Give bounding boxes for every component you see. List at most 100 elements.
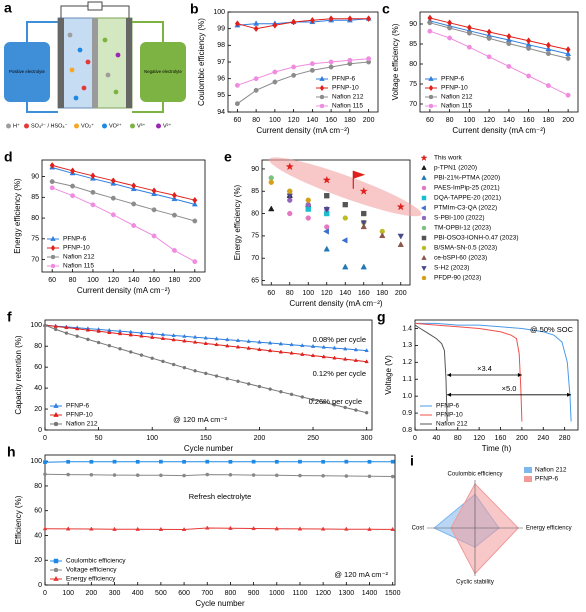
- data-marker: [526, 73, 532, 79]
- data-marker: [526, 45, 532, 51]
- data-marker: [347, 57, 353, 63]
- legend-marker: [53, 402, 59, 408]
- annotation: @ 50% SOC: [530, 325, 574, 334]
- data-marker: [214, 336, 219, 341]
- data-marker: [204, 525, 210, 530]
- legend-label: Nafion 212: [332, 94, 364, 101]
- data-marker: [354, 408, 358, 412]
- legend-label: Energy efficiency: [66, 576, 116, 583]
- data-marker: [364, 359, 369, 364]
- x-tick-label: 80: [286, 290, 294, 297]
- data-marker: [332, 403, 337, 407]
- axis-label: Cost: [412, 526, 425, 532]
- species-dot: [130, 123, 135, 129]
- x-tick-label: 160: [325, 117, 337, 124]
- data-marker: [234, 20, 240, 28]
- axis-label: Energy efficiency: [526, 526, 572, 532]
- legend-label: Nafion 212: [63, 254, 95, 261]
- plot-frame: [44, 319, 373, 431]
- data-marker: [135, 473, 140, 478]
- panel-label: f: [7, 309, 12, 325]
- data-marker: [49, 179, 55, 185]
- species-label: V²⁺: [163, 122, 172, 129]
- legend-label: Voltage efficiency: [66, 567, 117, 574]
- y-tick-label: 0.9: [402, 410, 412, 417]
- data-marker: [90, 189, 96, 195]
- legend-label: B/SMA-SN-0.5 (2023): [434, 245, 497, 252]
- data-marker: [322, 400, 326, 404]
- data-marker: [182, 365, 187, 370]
- legend-label: PFNP-6: [535, 476, 559, 483]
- x-tick-label: 600: [178, 590, 190, 597]
- data-marker: [171, 337, 176, 342]
- legend-swatch: [524, 467, 532, 473]
- data-marker: [203, 340, 208, 345]
- data-marker: [343, 356, 348, 361]
- x-tick-label: 80: [252, 117, 260, 124]
- x-tick-label: 280: [559, 435, 571, 442]
- y-axis-label: Voltage (V): [384, 355, 393, 395]
- plot-frame: [41, 159, 206, 273]
- legend-marker: [50, 244, 56, 252]
- x-tick-label: 100: [62, 590, 74, 597]
- data-marker: [131, 182, 137, 190]
- data-marker: [110, 177, 116, 185]
- series-line: [414, 322, 523, 422]
- data-marker: [64, 325, 69, 330]
- data-marker: [49, 185, 55, 191]
- x-tick-label: 140: [307, 117, 319, 124]
- scatter-point: [396, 202, 405, 211]
- data-marker: [246, 382, 251, 386]
- data-marker: [151, 207, 157, 213]
- y-tick-label: 96: [217, 76, 225, 83]
- data-marker: [139, 353, 144, 357]
- series-line: [414, 324, 448, 422]
- legend-marker: [421, 215, 427, 221]
- series-line: [44, 473, 393, 477]
- data-marker: [545, 45, 552, 52]
- scatter-point: [360, 220, 367, 227]
- legend-label: PTMIm-C3-QA (2022): [434, 205, 497, 212]
- x-axis-label: Current density (mA cm⁻²): [77, 286, 170, 295]
- data-marker: [246, 338, 251, 343]
- scatter-point: [268, 179, 274, 185]
- legend-label: PFNP-6: [66, 403, 90, 410]
- data-marker: [53, 323, 58, 328]
- x-tick-label: 400: [132, 590, 144, 597]
- legend-marker: [428, 94, 434, 100]
- data-marker: [160, 336, 166, 340]
- data-marker: [321, 473, 325, 478]
- electrode: [126, 18, 132, 108]
- series-line: [429, 17, 569, 51]
- legend-marker: [421, 174, 427, 180]
- scatter-point: [285, 162, 294, 171]
- y-tick-label: 70: [31, 256, 39, 263]
- scatter-point: [305, 197, 311, 203]
- y-tick-label: 90: [31, 173, 39, 180]
- data-marker: [565, 55, 571, 61]
- y-tick-label: 98: [217, 42, 225, 49]
- species-dot: [6, 123, 11, 129]
- legend-marker: [421, 195, 427, 201]
- data-marker: [150, 334, 155, 339]
- species-label: VO²⁺: [109, 122, 122, 129]
- data-marker: [171, 333, 176, 337]
- legend-marker: [428, 75, 434, 81]
- series-line: [237, 58, 369, 86]
- data-marker: [228, 459, 233, 464]
- data-marker: [289, 350, 294, 355]
- y-tick-label: 94: [217, 109, 225, 116]
- x-tick-label: 40: [432, 435, 440, 442]
- y-tick-label: 80: [34, 343, 42, 350]
- x-tick-label: 100: [464, 117, 476, 124]
- data-marker: [66, 472, 71, 477]
- series-line: [237, 18, 369, 26]
- legend-label: Coulombic efficiency: [66, 558, 126, 565]
- legend-label: PFNP-6: [332, 76, 356, 83]
- data-marker: [160, 332, 166, 337]
- legend-marker: [428, 103, 434, 109]
- data-marker: [486, 35, 492, 41]
- data-marker: [320, 526, 326, 531]
- x-axis-label: Current density (mA cm⁻²): [289, 299, 382, 308]
